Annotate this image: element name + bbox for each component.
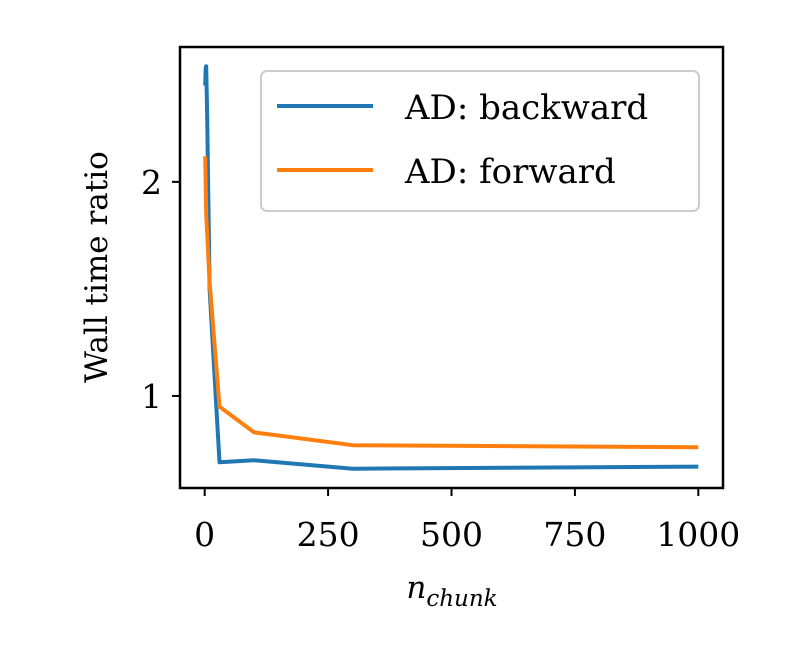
y-axis-label: Wall time ratio <box>79 151 115 383</box>
x-axis-label-main: n <box>406 570 426 606</box>
series-line-forward <box>203 156 699 450</box>
plot-frame <box>178 45 725 490</box>
x-tick-label: 0 <box>194 515 215 554</box>
x-tick-label: 750 <box>543 515 606 554</box>
legend-label-forward: AD: forward <box>404 152 616 192</box>
series-lines <box>203 64 699 471</box>
x-axis-label-subscript: chunk <box>426 586 497 612</box>
axis-ticks: 0 250 500 750 1000 1 2 <box>141 163 740 554</box>
x-tick-label: 500 <box>420 515 483 554</box>
x-axis-label: nchunk <box>406 570 497 612</box>
x-tick-label: 1000 <box>656 515 740 554</box>
legend: AD: backward AD: forward <box>260 70 700 212</box>
y-tick-label: 2 <box>141 163 162 202</box>
y-tick-label: 1 <box>141 377 162 416</box>
legend-label-backward: AD: backward <box>404 88 648 128</box>
x-tick-label: 250 <box>297 515 360 554</box>
